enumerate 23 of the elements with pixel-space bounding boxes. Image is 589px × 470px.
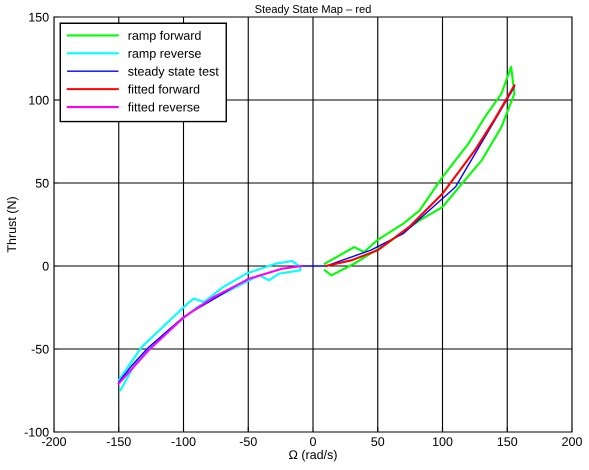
x-tick-label: -100 [172,437,196,446]
x-tick-label: -50 [240,437,257,446]
x-tick-label: 50 [371,437,384,446]
x-axis-title: Ω (rad/s) [289,450,337,462]
legend-label: fitted forward [128,84,200,94]
y-tick-label: 100 [29,96,49,105]
x-tick-label: 150 [498,437,518,446]
x-tick-label: 200 [562,437,582,446]
y-tick-label: -100 [24,428,49,437]
legend-label: ramp forward [128,30,201,42]
x-tick-label: 0 [310,437,316,446]
x-tick-label: -200 [42,437,66,446]
y-tick-label: 150 [29,12,49,22]
x-tick-label: -150 [106,437,131,446]
legend-label: steady state test [128,66,219,78]
legend-label: ramp reverse [128,50,201,60]
y-tick-label: 0 [42,262,49,271]
x-tick-label: 100 [433,437,452,446]
y-tick-label: -50 [32,344,49,354]
legend-label: fitted reverse [128,102,200,112]
chart-title: Steady State Map – red [255,4,371,16]
y-axis-title: Thrust (N) [6,197,19,252]
y-tick-label: 50 [36,178,49,188]
